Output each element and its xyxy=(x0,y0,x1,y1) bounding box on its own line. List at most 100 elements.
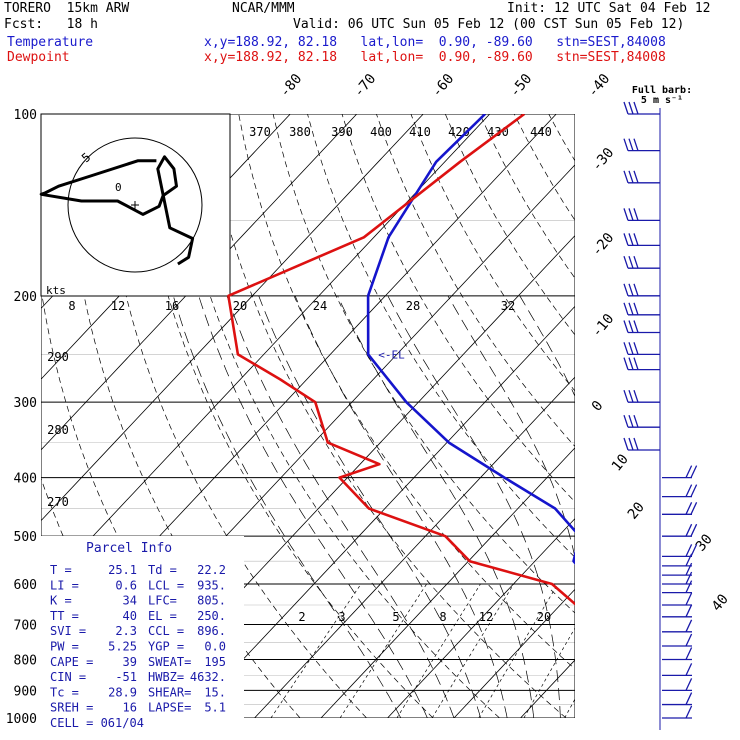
wind-barb xyxy=(623,255,660,269)
mixing-ratio-line xyxy=(564,698,575,718)
parcel-field-value: 250. xyxy=(197,609,226,623)
theta-label: 410 xyxy=(409,125,431,139)
wind-barb xyxy=(623,357,660,371)
isotherm-line xyxy=(520,659,575,718)
mixing-ratio-line xyxy=(339,583,427,718)
parcel-field-name: SWEAT= xyxy=(148,655,191,669)
isotherm-line xyxy=(587,114,740,718)
isotherm-line xyxy=(320,447,575,718)
parcel-field-name: CAPE = xyxy=(50,655,93,669)
wind-barb xyxy=(623,101,660,115)
wind-barb xyxy=(623,170,660,184)
dry-adiabat xyxy=(548,114,575,162)
parcel-field-name: K = xyxy=(50,594,72,608)
parcel-field-name: LCL = xyxy=(148,578,184,592)
moist-adiabat xyxy=(667,296,704,718)
isotherm-line xyxy=(654,114,740,718)
isotherm-label: -10 xyxy=(589,311,618,341)
isotherm-line xyxy=(387,517,575,718)
model-label: TORERO 15km ARW xyxy=(4,1,130,16)
valid-label: Valid: 06 UTC Sun 05 Feb 12 (00 CST Sun … xyxy=(293,17,685,32)
isotherm-label: -60 xyxy=(429,71,458,101)
wind-barb xyxy=(662,705,693,719)
moist-adiabat xyxy=(720,296,740,718)
theta-label: 390 xyxy=(331,125,353,139)
parcel-field-name: EL = xyxy=(148,609,177,623)
isotherm-label: 40 xyxy=(709,591,732,614)
pressure-label: 100 xyxy=(14,108,37,123)
traces: <-EL<-LFC<-CCL<-LCL xyxy=(227,114,575,606)
mixing-ratio-line xyxy=(431,583,515,718)
wind-barb xyxy=(623,437,660,451)
wind-barb xyxy=(662,647,693,661)
dry-adiabat xyxy=(410,114,575,392)
dry-adiabat xyxy=(583,114,740,718)
hodograph-center xyxy=(131,201,139,209)
wind-barb xyxy=(662,678,693,692)
dewpoint-trace xyxy=(227,114,575,606)
parcel-field-value: 5.1 xyxy=(204,701,226,715)
parcel-field-name: SHEAR= xyxy=(148,685,191,699)
hodograph: 5 0 xyxy=(39,113,231,297)
moist-adiabat xyxy=(226,295,455,718)
wind-barb xyxy=(662,692,693,706)
parcel-field-value: 935. xyxy=(197,578,226,592)
parcel-field-name: TT = xyxy=(50,609,79,623)
temperature-legend: Temperature xyxy=(7,35,94,50)
parcel-field-name: HWBZ= xyxy=(148,670,184,684)
ring-label: 24 xyxy=(313,299,327,313)
mixing-ratio-line xyxy=(523,627,575,718)
ring-label: 8 xyxy=(68,299,75,313)
parcel-field-value: 4632. xyxy=(190,670,226,684)
wind-barb xyxy=(623,283,660,297)
pressure-label: 900 xyxy=(14,684,37,699)
wind-barb xyxy=(662,580,693,594)
isotherm-label: 0 xyxy=(589,398,607,415)
parcel-field-value: 22.2 xyxy=(197,563,226,577)
pressure-label: 500 xyxy=(14,530,37,545)
pressure-label: 300 xyxy=(14,396,37,411)
parcel-field-value: 0.6 xyxy=(115,578,137,592)
dry-adiabat-label: 290 xyxy=(47,350,69,364)
wind-barb xyxy=(662,553,693,567)
isotherm-label: 30 xyxy=(693,531,716,554)
pressure-label: 400 xyxy=(14,472,37,487)
center-label: NCAR/MMM xyxy=(232,1,295,16)
wind-barbs xyxy=(623,101,698,730)
hodograph-inner-label: 0 xyxy=(115,181,122,194)
isotherm-line xyxy=(187,305,575,718)
parcel-field-value: 896. xyxy=(197,624,226,638)
parcel-field-name: YGP = xyxy=(148,640,184,654)
ring-label: 32 xyxy=(501,299,515,313)
parcel-field-value: 2.3 xyxy=(115,624,137,638)
wind-barb xyxy=(662,633,693,647)
parcel-field-value: 15. xyxy=(204,685,226,699)
moist-adiabat xyxy=(294,295,508,718)
theta-label: 400 xyxy=(370,125,392,139)
mixing-ratio-label: 3 xyxy=(338,610,345,624)
temperature-location: x,y=188.92, 82.18 lat,lon= 0.90, -89.60 … xyxy=(204,35,666,50)
wind-barb xyxy=(662,484,698,498)
mixing-ratio-label: 5 xyxy=(392,610,399,624)
isotherm-label: -40 xyxy=(585,71,614,101)
wind-barb xyxy=(623,389,660,403)
isotherm-line xyxy=(41,114,358,451)
hodograph-ring-5 xyxy=(67,137,203,273)
wind-barb xyxy=(662,604,693,618)
level-annotation: <-EL xyxy=(378,348,405,361)
wind-barb xyxy=(623,233,660,247)
parcel-field-value: 28.9 xyxy=(108,685,137,699)
parcel-field-name: SVI = xyxy=(50,624,86,638)
pressure-axis: 100 200 300 400 500 600 700 800 900 1000 xyxy=(6,108,37,727)
dewpoint-location: x,y=188.92, 82.18 lat,lon= 0.90, -89.60 … xyxy=(204,50,666,65)
wind-barb xyxy=(623,208,660,222)
theta-label: 370 xyxy=(249,125,271,139)
parcel-field-value: 16 xyxy=(123,701,137,715)
isotherm-label: -50 xyxy=(507,71,536,101)
ring-label: 16 xyxy=(165,299,179,313)
parcel-field-value: 0.0 xyxy=(204,640,226,654)
isotherm-line xyxy=(453,588,575,718)
wind-barb xyxy=(662,663,693,677)
ring-label: 12 xyxy=(111,299,125,313)
dry-adiabat xyxy=(203,114,567,718)
